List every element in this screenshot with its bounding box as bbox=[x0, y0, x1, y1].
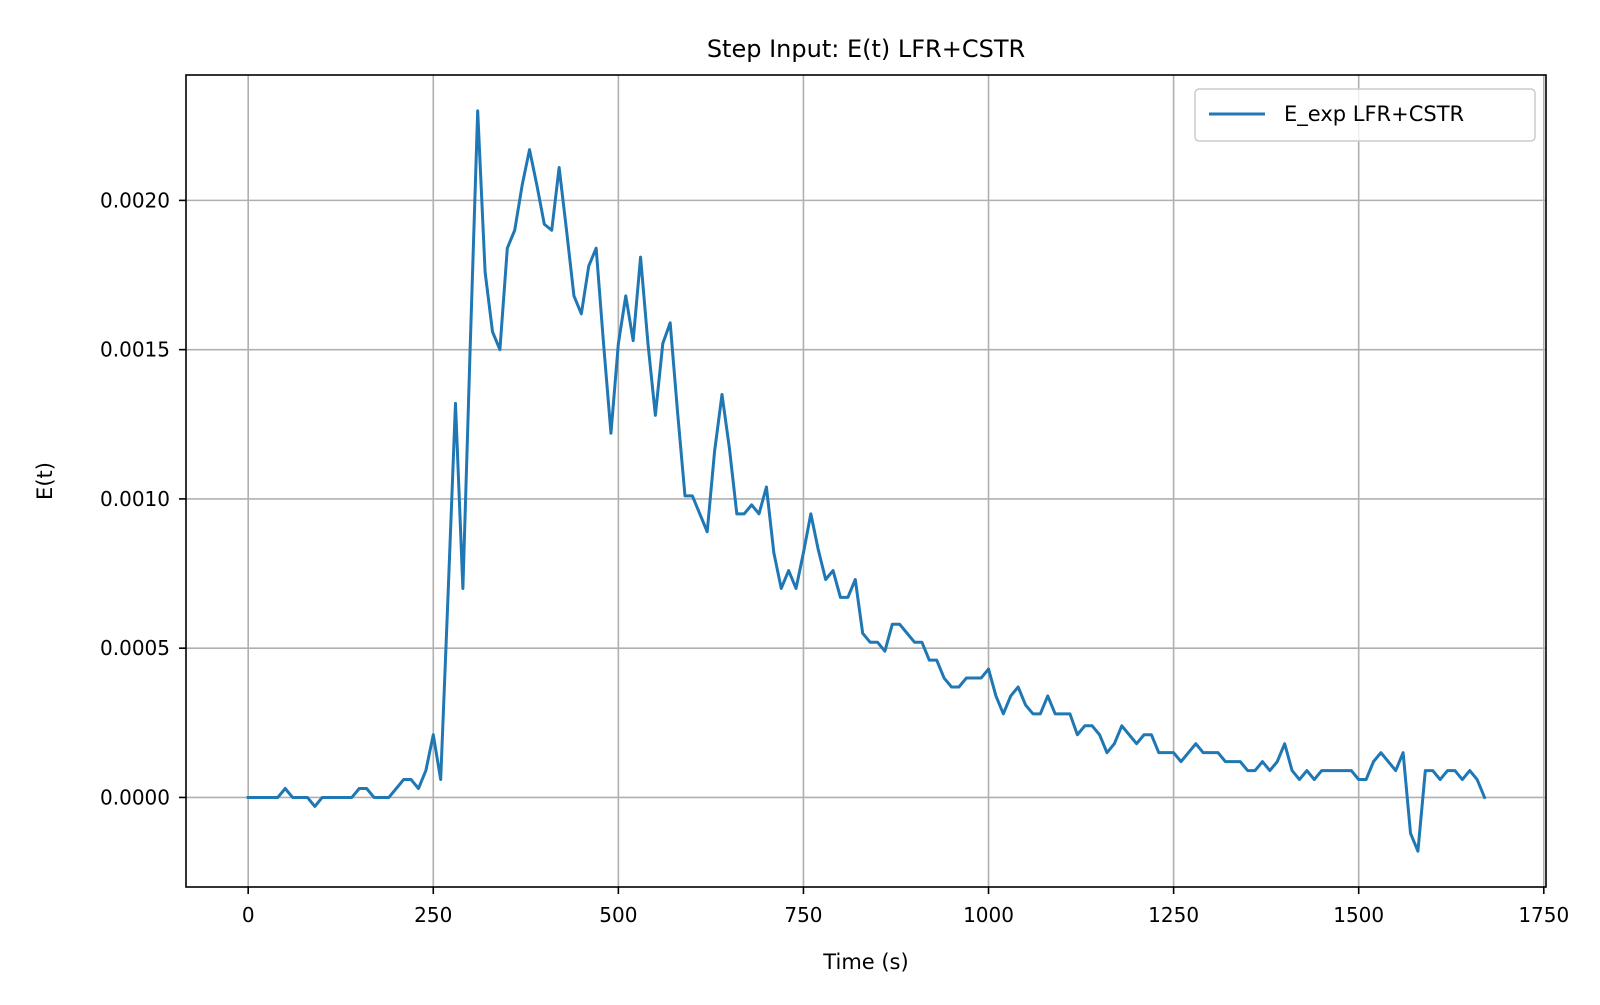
legend-box bbox=[1194, 88, 1536, 142]
chart-title: Step Input: E(t) LFR+CSTR bbox=[707, 35, 1025, 63]
x-tick-label: 250 bbox=[414, 903, 452, 927]
x-tick-label: 1750 bbox=[1518, 903, 1569, 927]
x-tick-label: 0 bbox=[242, 903, 255, 927]
y-tick-label: 0.0020 bbox=[100, 188, 170, 212]
y-tick-label: 0.0015 bbox=[100, 338, 170, 362]
series-layer bbox=[246, 109, 1487, 853]
ticks: 0 250 500 750 1000 1250 1500 1750 0.0000 0.0005 0.… bbox=[100, 188, 1569, 927]
legend: E_exp LFR+CSTR bbox=[1194, 88, 1536, 142]
x-tick-label: 750 bbox=[784, 903, 822, 927]
y-tick-label: 0.0005 bbox=[100, 636, 170, 660]
plot-frame bbox=[185, 74, 1547, 888]
series-line bbox=[246, 109, 1487, 853]
x-tick-label: 1000 bbox=[963, 903, 1014, 927]
y-tick-label: 0.0000 bbox=[100, 785, 170, 809]
legend-label: E_exp LFR+CSTR bbox=[1284, 102, 1464, 127]
x-tick-label: 500 bbox=[599, 903, 637, 927]
x-tick-label: 1500 bbox=[1333, 903, 1384, 927]
x-axis-label: Time (s) bbox=[822, 950, 908, 974]
y-axis-label: E(t) bbox=[33, 462, 57, 500]
x-tick-label: 1250 bbox=[1148, 903, 1199, 927]
grid bbox=[186, 75, 1546, 887]
y-tick-label: 0.0010 bbox=[100, 487, 170, 511]
